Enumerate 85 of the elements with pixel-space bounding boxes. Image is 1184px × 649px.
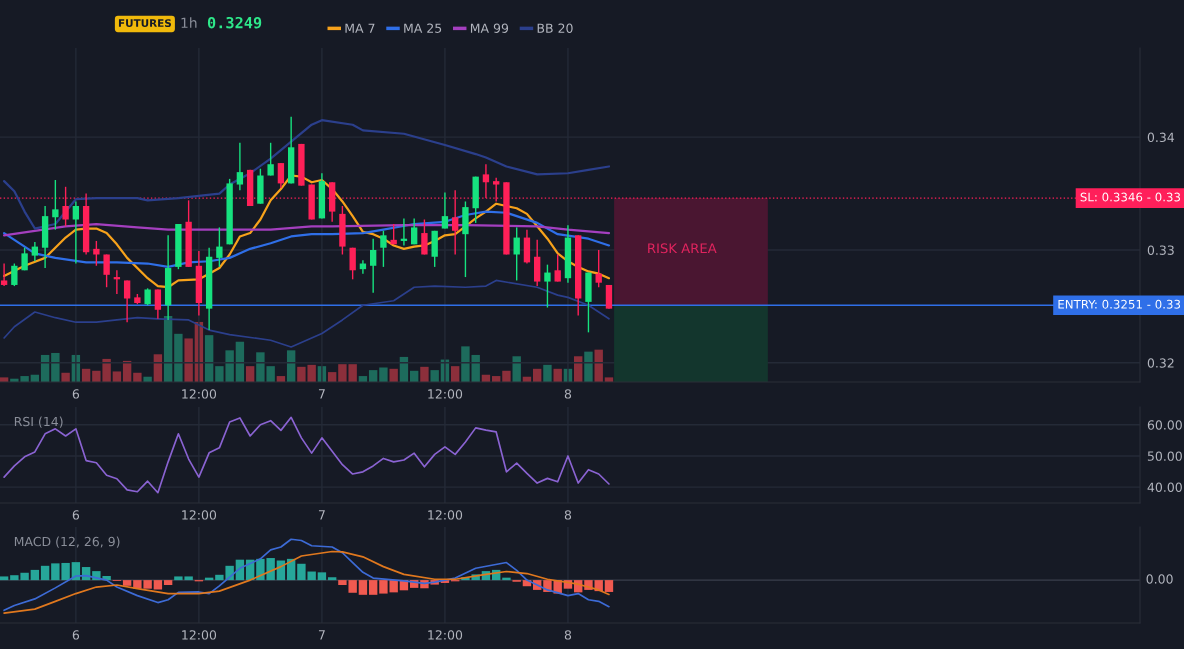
candlestick xyxy=(0,262,8,287)
bar xyxy=(30,569,40,581)
x-tick-label: 12:00 xyxy=(182,630,217,640)
candlestick xyxy=(380,230,387,268)
x-tick-label: 7 xyxy=(318,510,325,520)
y-tick-label: 0.33 xyxy=(1147,245,1174,255)
bar xyxy=(0,576,9,581)
candlestick xyxy=(349,247,356,281)
text: 1h xyxy=(181,17,197,28)
bar xyxy=(512,356,521,382)
bar xyxy=(358,580,368,595)
x-tick-label: 6 xyxy=(72,510,80,520)
bar xyxy=(450,366,460,382)
x-tick-label: 8 xyxy=(564,630,572,640)
y-tick-label: 50.00 xyxy=(1147,451,1182,461)
candlestick xyxy=(52,179,59,231)
legend-label: MA 7 xyxy=(345,23,375,33)
text: 0.00 xyxy=(1146,574,1173,584)
band-label: RISK AREA xyxy=(648,243,717,254)
bar xyxy=(420,366,429,382)
ref-line-label: SL: 0.3346 - 0.33 xyxy=(1080,192,1181,202)
candlestick xyxy=(421,218,428,256)
x-tick-label: 7 xyxy=(318,630,325,640)
bar xyxy=(584,351,593,382)
bar xyxy=(604,580,614,592)
bar xyxy=(553,368,562,382)
legend-label: BB 20 xyxy=(537,23,573,33)
candlestick xyxy=(267,142,274,177)
bar xyxy=(133,372,142,382)
bar xyxy=(174,333,183,382)
candlestick xyxy=(123,279,131,323)
candlestick xyxy=(441,191,449,230)
candlestick xyxy=(154,288,162,320)
bar xyxy=(379,367,388,382)
candlestick xyxy=(216,226,223,268)
bar xyxy=(327,577,337,581)
bar xyxy=(40,565,50,581)
legend-label: MA 25 xyxy=(404,23,442,33)
bar xyxy=(153,580,163,590)
text: 0.3249 xyxy=(207,16,262,29)
chart-title: MACD (12, 26, 9) xyxy=(14,536,120,548)
candlestick xyxy=(544,263,551,309)
candlestick xyxy=(554,253,561,283)
bar xyxy=(184,338,193,382)
candlestick xyxy=(72,200,80,265)
bar xyxy=(430,370,439,382)
bar xyxy=(51,352,60,382)
bar xyxy=(163,580,173,586)
candlestick xyxy=(595,249,602,288)
x-tick-label: 12:00 xyxy=(428,630,463,640)
bar xyxy=(502,370,511,382)
y-tick-label: 0.32 xyxy=(1147,358,1174,368)
bar xyxy=(317,572,327,581)
bar xyxy=(122,580,132,586)
ref-line-label: ENTRY: 0.3251 - 0.33 xyxy=(1058,299,1181,309)
bar xyxy=(112,371,122,382)
bar xyxy=(368,580,378,595)
x-tick-label: 6 xyxy=(72,389,80,399)
x-tick-label: 12:00 xyxy=(182,510,217,520)
x-tick-label: 12:00 xyxy=(182,389,217,399)
candlestick xyxy=(93,240,100,267)
candlestick xyxy=(11,262,18,287)
x-tick-label: 12:00 xyxy=(428,389,463,399)
bar xyxy=(543,364,552,382)
x-tick-label: 7 xyxy=(318,389,325,399)
text: FUTURES xyxy=(118,19,172,28)
y-tick-label: 60.00 xyxy=(1147,420,1182,430)
x-tick-label: 6 xyxy=(72,630,80,640)
y-tick-label: 0.34 xyxy=(1147,132,1175,143)
bar xyxy=(245,366,255,382)
candlestick xyxy=(369,238,377,294)
candlestick xyxy=(31,241,39,262)
x-tick-label: 8 xyxy=(564,389,572,399)
bar xyxy=(389,368,398,382)
x-tick-label: 8 xyxy=(564,510,572,520)
y-tick-label: 40.00 xyxy=(1147,482,1182,493)
legend-label: MA 99 xyxy=(470,23,509,33)
candlestick xyxy=(277,162,285,189)
candlestick xyxy=(103,253,110,288)
bar xyxy=(61,372,70,382)
line-series xyxy=(3,416,610,494)
candlestick xyxy=(236,142,244,191)
x-tick-label: 12:00 xyxy=(428,510,463,520)
candlestick xyxy=(410,217,418,246)
text: RSI (14) xyxy=(14,416,63,428)
